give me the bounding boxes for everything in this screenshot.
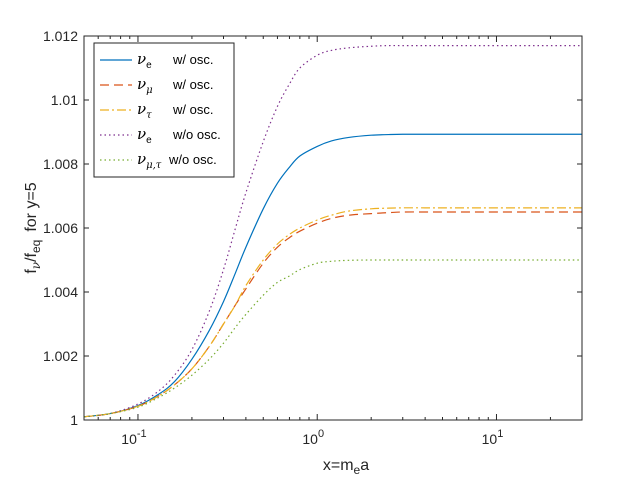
- tick-layer: 1 1.002 1.004 1.006 1.008 1.01 1.012 10-1 100 101: [43, 28, 583, 447]
- series-line-nu_tau_osc: [83, 207, 582, 418]
- legend-label-nu_e_osc: νe w/ osc.: [137, 50, 213, 71]
- x-tick-label: 100: [302, 428, 324, 447]
- legend-label-nu_mu_osc: νμ w/ osc.: [137, 75, 213, 96]
- legend-label-nu_mutau_noosc: νμ,τ w/o osc.: [137, 150, 217, 171]
- y-tick-label: 1.006: [43, 220, 78, 236]
- x-tick-label: 10-1: [121, 428, 146, 447]
- y-axis-label: fν/feqfor y=5: [23, 182, 43, 273]
- series-line-nu_mutau_noosc: [83, 259, 582, 418]
- y-tick-label: 1.002: [43, 348, 78, 364]
- y-tick-label: 1.01: [51, 92, 78, 108]
- x-axis-label: x=mea: [323, 457, 369, 477]
- legend: νe w/ osc. νμ w/ osc. ντ w/ osc. νe w/o osc. νμ,…: [93, 42, 235, 178]
- x-tick-label: 101: [482, 428, 504, 447]
- legend-label-nu_e_noosc: νe w/o osc.: [137, 125, 221, 146]
- series-layer: [83, 44, 582, 418]
- y-tick-label: 1.012: [43, 28, 78, 44]
- y-tick-label: 1.004: [43, 284, 78, 300]
- legend-label-nu_tau_osc: ντ w/ osc.: [137, 100, 213, 121]
- y-tick-label: 1.008: [43, 156, 78, 172]
- series-line-nu_e_osc: [83, 133, 582, 418]
- y-tick-label: 1: [70, 412, 78, 428]
